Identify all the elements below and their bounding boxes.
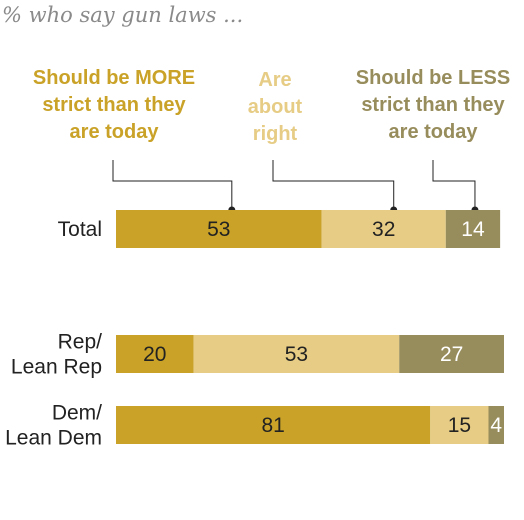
- leader-line-more: [112, 160, 233, 210]
- legend-right: Are about right: [248, 69, 303, 145]
- bar-less-row-2: [488, 406, 504, 444]
- data-label-right-row-1: 53: [285, 343, 308, 366]
- data-label-right-row-2: 15: [448, 414, 471, 437]
- data-label-more-row-2: 81: [261, 414, 284, 437]
- row-labels: Total Rep/Lean Rep Dem/Lean Dem: [5, 218, 102, 450]
- legend-leader-lines: [112, 160, 479, 214]
- data-label-less-row-0: 14: [461, 218, 485, 241]
- bar-right-row-2: [430, 406, 489, 444]
- leader-line-right: [272, 160, 395, 210]
- bar-more-row-2: [116, 406, 431, 444]
- bar-more-row-0: [116, 210, 322, 248]
- data-labels: 53 32 14 20 53 27 81 15 4: [143, 218, 502, 437]
- data-label-less-row-2: 4: [490, 414, 502, 437]
- data-label-more-row-0: 53: [207, 218, 230, 241]
- chart-subtitle: % who say gun laws ...: [2, 3, 243, 27]
- legend-less: Should be LESS strict than they are today: [356, 67, 510, 143]
- leader-line-less: [432, 160, 476, 210]
- bar-right-row-1: [193, 335, 400, 373]
- data-label-right-row-0: 32: [372, 218, 395, 241]
- bar-less-row-1: [399, 335, 504, 373]
- row-label-1: Rep/Lean Rep: [11, 331, 102, 379]
- row-label-0: Total: [58, 218, 102, 241]
- data-label-less-row-1: 27: [440, 343, 463, 366]
- legend-more: Should be MORE strict than they are today: [33, 67, 195, 143]
- data-label-more-row-1: 20: [143, 343, 166, 366]
- bars: [116, 210, 504, 444]
- row-label-2: Dem/Lean Dem: [5, 402, 102, 450]
- bar-more-row-1: [116, 335, 194, 373]
- bar-less-row-0: [445, 210, 501, 248]
- legend: Should be MORE strict than they are today A…: [33, 67, 510, 145]
- bar-right-row-0: [321, 210, 446, 248]
